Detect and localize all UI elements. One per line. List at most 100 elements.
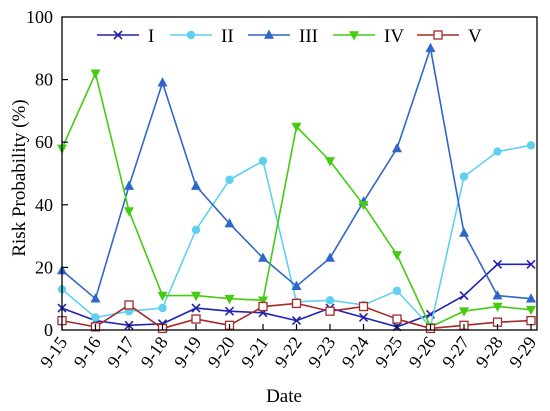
series-III-point-9-27 [459, 227, 469, 237]
series-III-point-9-18 [157, 77, 168, 87]
series-II-point-9-18 [158, 303, 167, 313]
legend-label-IV: IV [384, 26, 404, 47]
series-III-point-9-22 [291, 280, 302, 290]
legend-label-I: I [148, 26, 154, 47]
series-I-point-9-28 [492, 259, 503, 269]
legend-item-II: II [170, 26, 234, 47]
series-IV-point-9-18 [157, 291, 168, 302]
series-III-point-9-17 [124, 180, 134, 190]
x-tick-label-9-21: 9-21 [237, 333, 272, 372]
series-I-point-9-24 [358, 312, 369, 323]
series-IV-point-9-17 [124, 207, 134, 217]
x-axis-label: Date [266, 386, 302, 407]
axis-ticks: 0 20 40 60 80 100 9-159-169-179-189-199-209-21… [26, 7, 540, 371]
series-IV-point-9-23 [325, 157, 335, 167]
series-II-point-9-28 [493, 147, 502, 156]
series-III [57, 42, 536, 303]
series-I [57, 259, 536, 332]
legend-marker-III [264, 29, 274, 39]
series-I-line [61, 263, 531, 328]
series-II-point-9-19 [191, 225, 201, 235]
series-II-point-9-29 [526, 141, 536, 150]
series-II-point-9-27 [459, 172, 469, 181]
series-V-point-9-17 [124, 300, 134, 310]
series-I-point-9-27 [459, 291, 469, 301]
series-V-point-9-21 [258, 301, 268, 312]
legend-marker-II [186, 30, 196, 40]
x-tick-label-9-27: 9-27 [438, 333, 473, 372]
series-III-point-9-19 [191, 180, 201, 190]
series-III-point-9-29 [526, 293, 536, 303]
plot-frame [61, 16, 538, 331]
x-tick-label-9-16: 9-16 [69, 333, 104, 372]
series-layer [57, 42, 536, 334]
series-II-point-9-21 [258, 156, 268, 166]
legend-label-II: II [221, 26, 234, 47]
x-tick-label-9-26: 9-26 [404, 333, 439, 372]
x-tick-label-9-25: 9-25 [371, 333, 406, 372]
legend-item-V: V [417, 26, 482, 47]
series-IV-point-9-21 [258, 296, 268, 306]
legend-marker-IV [349, 31, 359, 41]
x-tick-label-9-22: 9-22 [270, 333, 305, 372]
series-IV-point-9-16 [90, 69, 101, 79]
series-I-point-9-29-stroke-b [526, 259, 536, 269]
x-tick-label-9-24: 9-24 [337, 333, 372, 372]
series-III-point-9-21 [258, 252, 268, 262]
series-I-point-9-19-stroke-b [191, 303, 201, 313]
series-V-point-9-24 [358, 301, 369, 312]
series-IV-point-9-22 [291, 122, 302, 133]
legend-item-III: III [248, 26, 318, 47]
legend-label-III: III [299, 26, 318, 47]
series-V-point-9-19 [191, 314, 201, 324]
series-III-point-9-20 [224, 218, 235, 228]
x-tick-label-9-29: 9-29 [505, 333, 540, 372]
legend-label-V: V [468, 26, 482, 47]
y-tick-label-0: 0 [44, 320, 53, 340]
y-tick-label-60: 60 [35, 132, 53, 152]
y-tick-label-20: 20 [35, 257, 53, 277]
legend-marker-I-stroke-b [113, 30, 123, 40]
series-V-point-9-25 [392, 314, 402, 324]
series-I-point-9-20-stroke-b [224, 306, 235, 316]
series-I-point-9-29 [526, 259, 536, 269]
x-tick-label-9-23: 9-23 [304, 333, 339, 372]
series-V-point-9-23 [325, 306, 335, 316]
series-IV-point-9-27 [459, 307, 469, 317]
y-tick-label-80: 80 [35, 70, 53, 90]
series-I-point-9-22 [291, 316, 302, 326]
series-I-point-9-28-stroke-b [492, 259, 503, 269]
legend-marker-I [113, 30, 123, 40]
series-IV-point-9-20 [224, 294, 235, 305]
series-IV-point-9-25 [392, 251, 402, 261]
series-III-point-9-16 [90, 293, 101, 303]
series-II-point-9-23 [325, 296, 335, 305]
series-I-point-9-20 [224, 306, 235, 316]
series-IV-point-9-24 [358, 201, 369, 211]
series-III-point-9-23 [325, 252, 335, 262]
legend-marker-V [433, 30, 443, 40]
legend: I II III IV V [97, 26, 482, 47]
series-III-line [61, 47, 532, 300]
y-tick-label-100: 100 [26, 7, 53, 27]
legend-item-IV: IV [333, 26, 404, 47]
series-I-point-9-24-stroke-b [358, 312, 369, 323]
series-III-point-9-26 [425, 42, 436, 53]
series-II-point-9-25 [392, 286, 402, 296]
series-IV [57, 69, 536, 333]
y-tick-label-40: 40 [35, 195, 53, 215]
x-tick-label-9-18: 9-18 [136, 333, 171, 372]
series-I-point-9-22-stroke-b [291, 316, 302, 326]
series-V-point-9-29 [526, 315, 536, 326]
legend-item-I: I [97, 26, 154, 47]
series-III-point-9-25 [392, 142, 402, 153]
series-II-point-9-20 [225, 175, 234, 184]
series-III-point-9-28 [492, 290, 503, 300]
series-II-point-9-16 [91, 313, 100, 322]
series-I-point-9-27-stroke-b [459, 291, 469, 301]
y-axis-label: Risk Probability (%) [9, 99, 30, 256]
series-IV-point-9-28 [492, 302, 503, 313]
x-tick-label-9-20: 9-20 [203, 333, 238, 372]
series-I-point-9-19 [191, 303, 201, 313]
